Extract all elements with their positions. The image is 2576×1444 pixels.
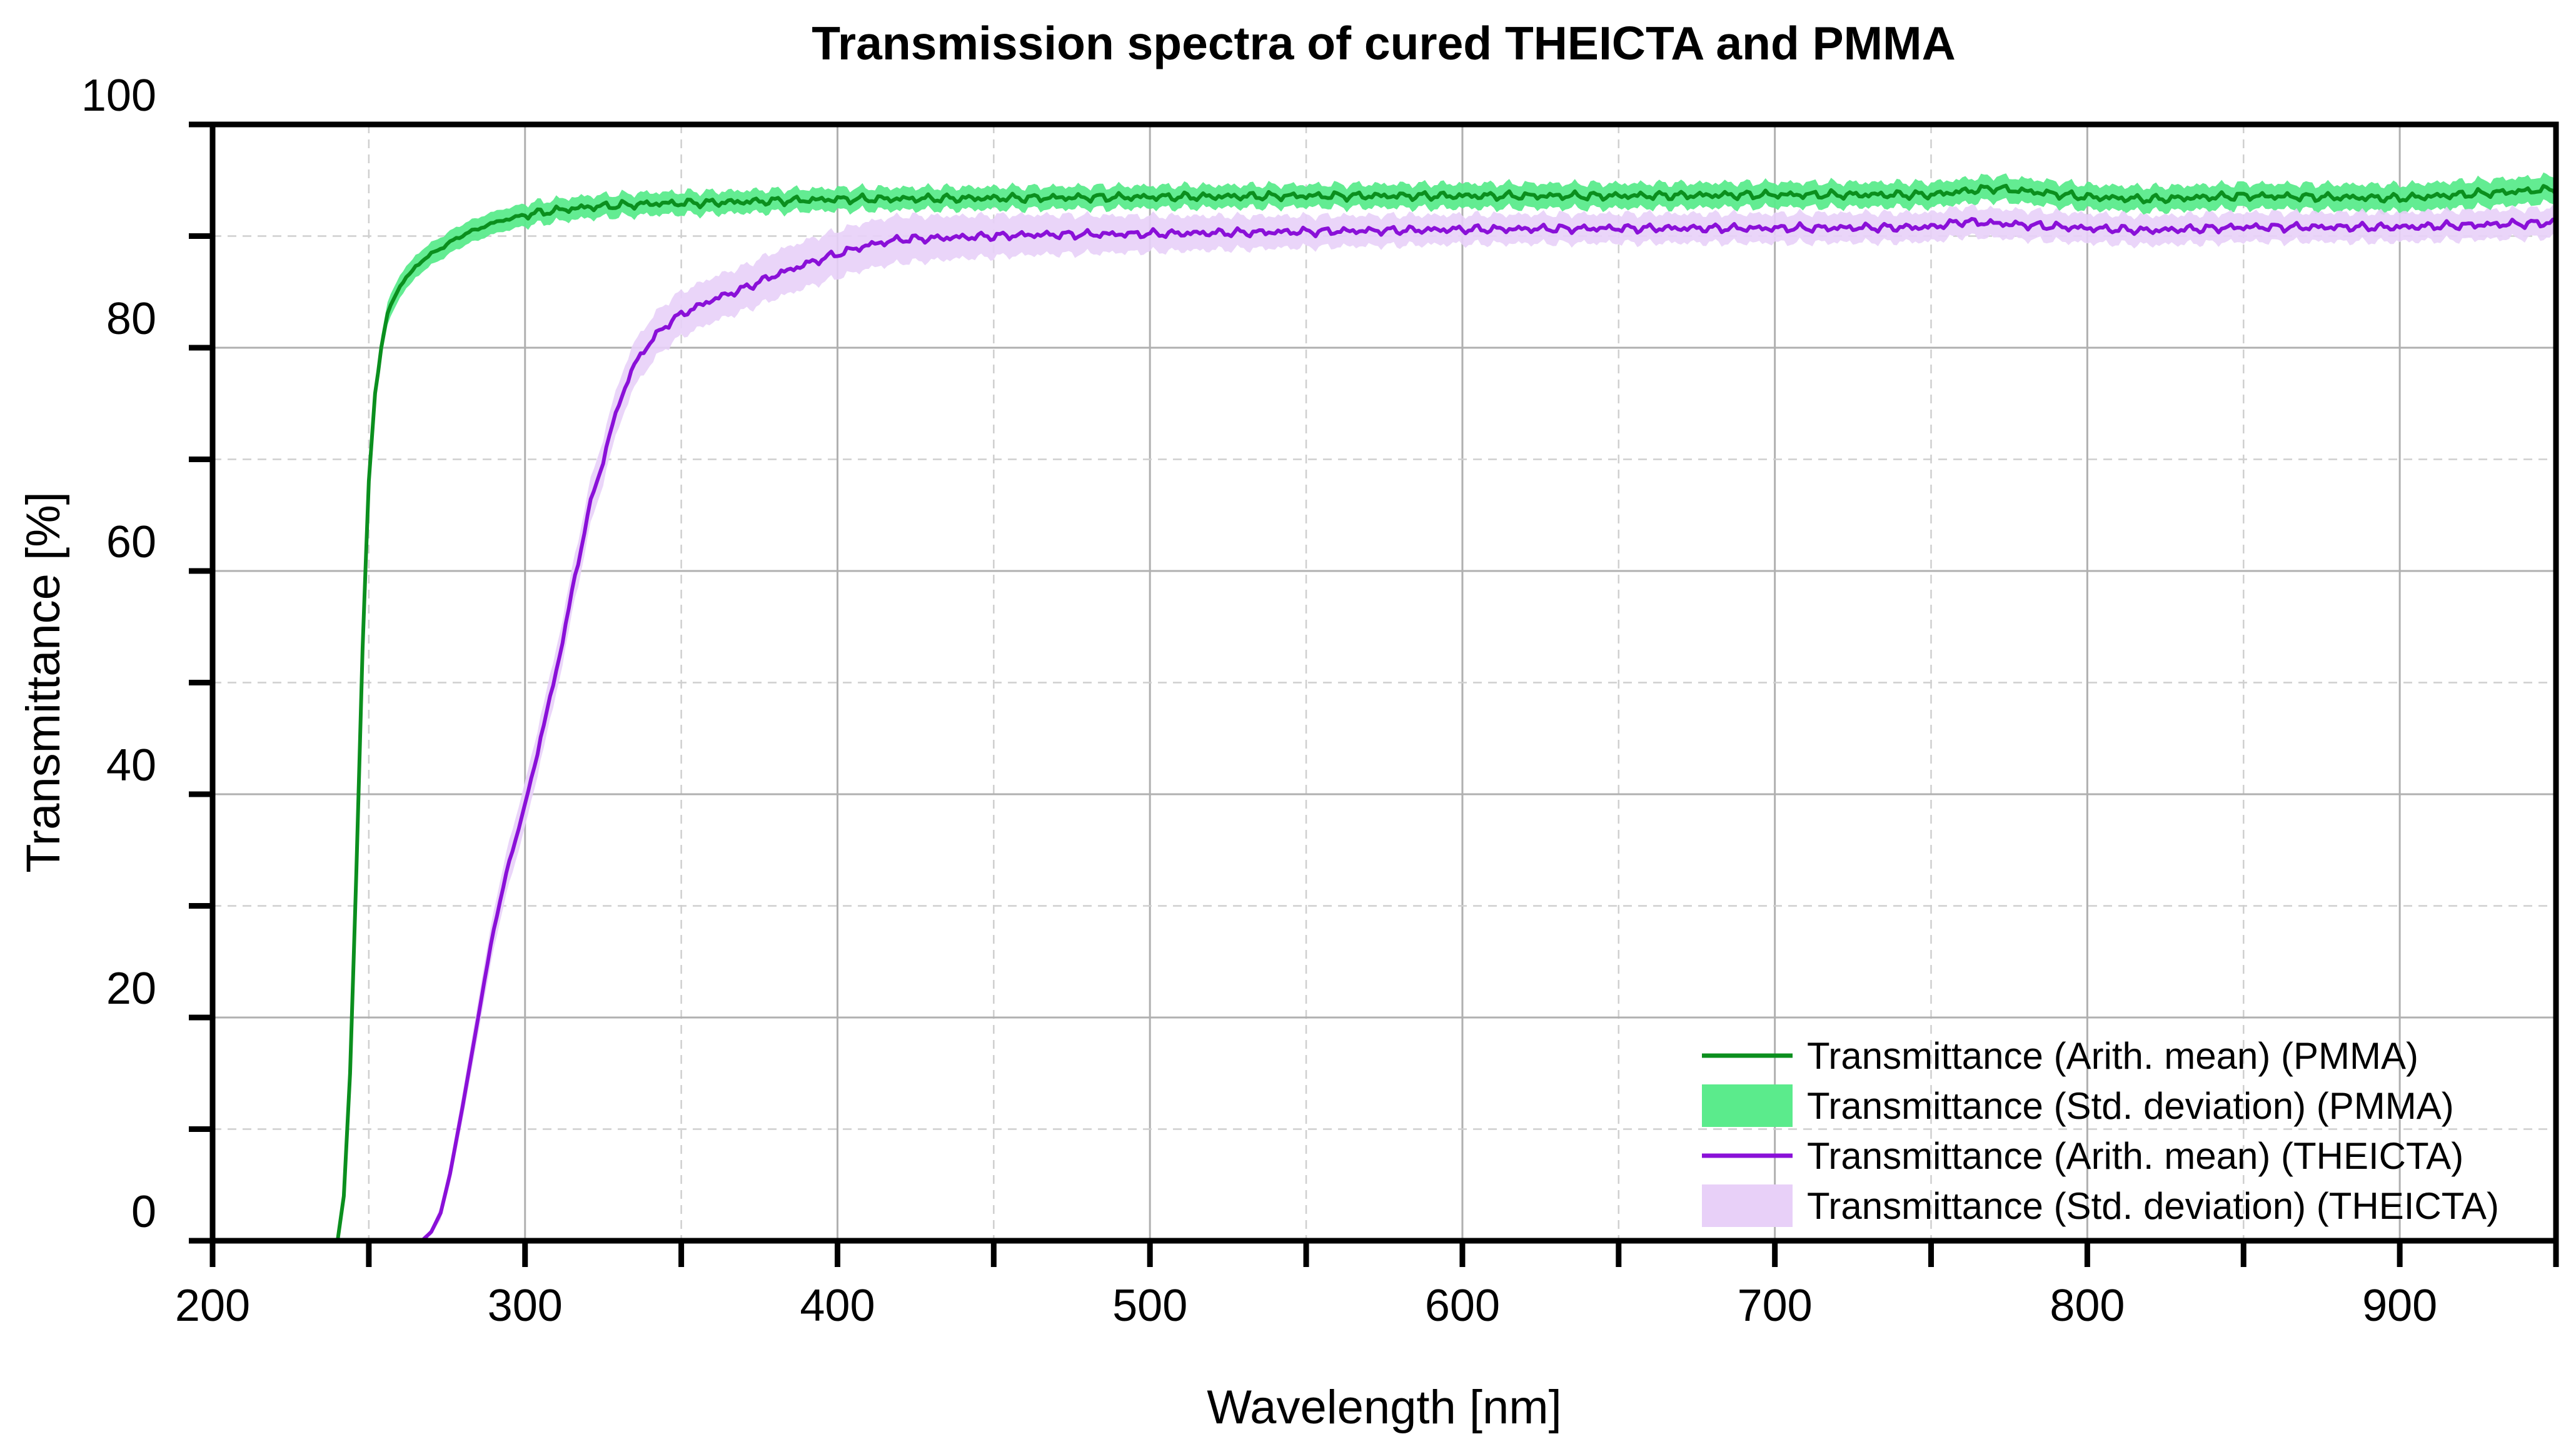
legend: Transmittance (Arith. mean) (PMMA) Transm… [1702,1035,2499,1227]
y-tick-label: 20 [106,964,156,1014]
legend-label: Transmittance (Arith. mean) (THEICTA) [1807,1135,2463,1177]
x-tick-label: 300 [488,1281,563,1331]
x-tick-label: 200 [175,1281,250,1331]
y-tick-label: 0 [131,1187,156,1237]
y-tick-label: 80 [106,294,156,344]
y-axis-label: Transmittance [%] [17,492,70,873]
x-tick-label: 600 [1425,1281,1500,1331]
chart-title: Transmission spectra of cured THEICTA an… [812,17,1955,69]
x-tick-label: 700 [1738,1281,1813,1331]
series-0-mean-line [213,183,2556,1241]
x-tick-label: 400 [800,1281,875,1331]
series-1-mean-line [213,217,2556,1241]
x-tick-label: 500 [1112,1281,1187,1331]
mean-lines [213,183,2556,1241]
y-tick-label: 40 [106,740,156,790]
x-axis-label: Wavelength [nm] [1207,1381,1561,1434]
legend-label: Transmittance (Std. deviation) (PMMA) [1807,1085,2454,1127]
y-tick-label: 60 [106,517,156,567]
legend-label: Transmittance (Std. deviation) (THEICTA) [1807,1185,2499,1227]
x-tick-label: 900 [2362,1281,2437,1331]
y-tick-label: 100 [81,71,156,121]
x-tick-label: 800 [2050,1281,2125,1331]
legend-swatch-band [1702,1184,1793,1227]
legend-label: Transmittance (Arith. mean) (PMMA) [1807,1035,2418,1077]
axis-ticks: 200 300 400 500 600 700 800 900 0 20 40 60 80 100 [81,71,2559,1331]
legend-swatch-band [1702,1084,1793,1127]
